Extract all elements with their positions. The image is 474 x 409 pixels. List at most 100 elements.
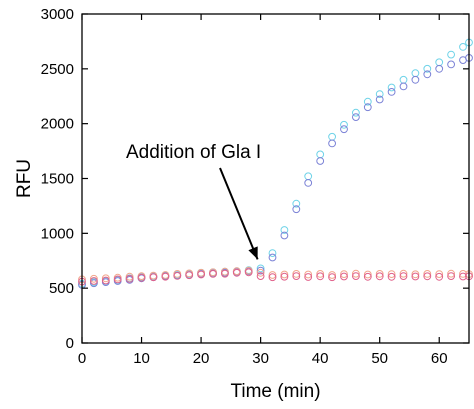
data-point — [328, 271, 337, 279]
y-tick-label: 0 — [66, 335, 74, 352]
data-point — [304, 270, 313, 279]
axis-ticks: 0 10 20 30 40 50 60 0 500 1000 1500 2000 2500 3000 — [41, 6, 469, 367]
data-point — [363, 272, 372, 281]
x-axis-label: Time (min) — [230, 381, 320, 402]
data-points — [78, 38, 473, 289]
y-tick-label: 1500 — [41, 171, 74, 188]
data-point — [125, 274, 134, 283]
data-point — [256, 266, 265, 275]
data-point — [149, 271, 158, 280]
data-point — [256, 272, 265, 281]
data-point — [304, 172, 313, 181]
data-point — [185, 271, 194, 280]
data-point — [280, 270, 289, 279]
data-point — [411, 272, 420, 281]
data-point — [232, 268, 241, 277]
data-point — [340, 270, 348, 279]
y-tick-label: 2000 — [41, 116, 74, 133]
plot-frame — [81, 13, 470, 344]
data-point — [292, 272, 301, 281]
data-point — [304, 179, 313, 187]
data-point — [423, 272, 432, 281]
data-point — [268, 249, 277, 258]
data-point — [292, 270, 301, 278]
data-point — [411, 75, 420, 84]
data-point — [244, 268, 253, 277]
data-point — [209, 270, 217, 278]
data-point — [173, 272, 182, 280]
y-tick-label: 3000 — [41, 6, 74, 23]
data-point — [375, 95, 384, 104]
data-point — [197, 270, 206, 279]
x-tick-label: 50 — [371, 350, 388, 367]
data-point — [435, 272, 444, 281]
data-point — [423, 270, 432, 278]
data-point — [280, 272, 289, 281]
data-point — [316, 272, 325, 281]
data-point — [221, 267, 229, 276]
data-point — [447, 272, 456, 281]
data-point — [411, 69, 420, 78]
data-point — [221, 269, 229, 278]
data-point — [399, 75, 408, 84]
data-point — [447, 60, 456, 69]
x-tick-label: 40 — [312, 350, 329, 367]
data-point — [340, 120, 348, 129]
data-point — [411, 270, 420, 279]
data-point — [328, 273, 337, 282]
data-point — [340, 125, 348, 134]
data-point — [399, 82, 408, 91]
data-point — [352, 113, 360, 121]
data-point — [280, 231, 289, 240]
data-point — [149, 273, 158, 282]
data-point — [340, 272, 348, 281]
y-tick-label: 1000 — [41, 225, 74, 242]
x-tick-label: 20 — [193, 350, 210, 367]
y-axis-label: RFU — [14, 159, 35, 198]
data-point — [375, 270, 384, 278]
data-point — [387, 88, 396, 96]
data-point — [399, 269, 408, 278]
data-point — [387, 83, 396, 92]
data-point — [459, 272, 467, 281]
data-point — [363, 103, 372, 112]
data-point — [90, 274, 98, 283]
data-point — [387, 272, 396, 281]
data-point — [316, 157, 325, 165]
data-point — [363, 270, 372, 279]
data-point — [101, 274, 110, 283]
data-point — [352, 108, 360, 117]
arrow-shaft — [219, 167, 259, 260]
data-point — [435, 58, 444, 67]
data-point — [435, 270, 444, 279]
x-tick-label: 0 — [78, 350, 86, 367]
y-tick-label: 2500 — [41, 61, 74, 78]
data-point — [316, 150, 325, 159]
data-point — [435, 64, 444, 73]
data-point — [113, 275, 122, 284]
annotation-arrow — [219, 167, 259, 260]
data-point — [268, 273, 277, 282]
data-point — [268, 253, 277, 262]
data-point — [101, 276, 110, 285]
data-point — [375, 272, 384, 281]
x-tick-label: 60 — [431, 350, 448, 367]
data-point — [328, 139, 337, 148]
data-point — [399, 272, 408, 281]
data-point — [137, 273, 146, 282]
data-point — [268, 271, 277, 279]
data-point — [256, 264, 265, 273]
y-tick-label: 500 — [49, 280, 74, 297]
x-tick-label: 10 — [133, 350, 150, 367]
data-point — [316, 270, 325, 278]
data-point — [423, 70, 432, 79]
data-point — [363, 97, 372, 106]
data-point — [375, 90, 384, 98]
x-tick-label: 30 — [252, 350, 269, 367]
data-point — [447, 50, 456, 59]
data-point — [173, 270, 182, 278]
data-point — [256, 268, 265, 277]
arrow-head — [248, 246, 258, 260]
data-point — [125, 272, 134, 281]
